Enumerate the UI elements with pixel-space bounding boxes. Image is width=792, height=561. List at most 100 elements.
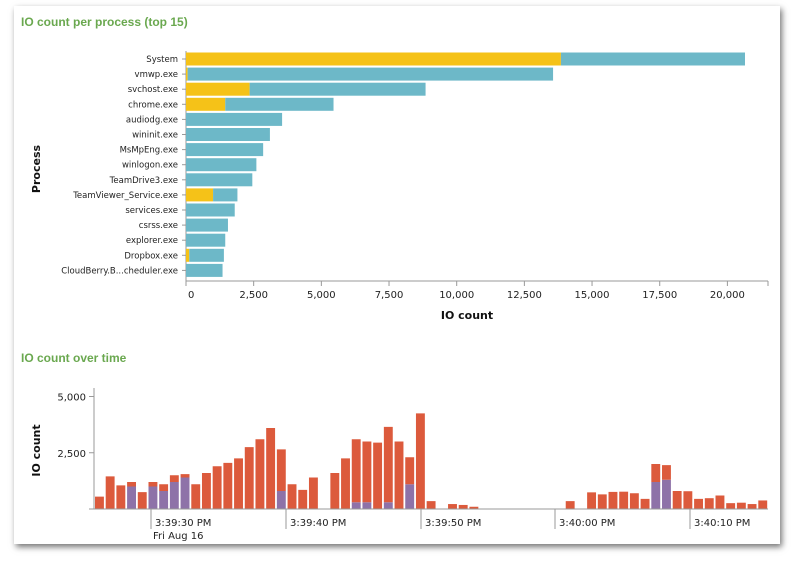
bar-segment [186, 52, 561, 66]
bar-segment [186, 233, 226, 247]
category-label: winlogon.exe [122, 161, 178, 171]
time-bar-segment [426, 501, 436, 509]
category-label: MsMpEng.exe [120, 146, 178, 156]
time-bar-segment [244, 447, 254, 509]
x-tick-label: 7,500 [375, 290, 404, 301]
time-bar-segment [405, 484, 415, 509]
bar-segment [560, 52, 745, 66]
time-bar-segment [672, 491, 682, 509]
time-bar-segment [212, 466, 222, 509]
bar-segment [189, 248, 224, 262]
bar-segment [186, 248, 190, 262]
io-over-time-chart: 2,500 5,000 IO count 3:39:30 PM 3:39:40 PM 3:… [30, 388, 768, 542]
time-bar-segment [351, 439, 361, 503]
y-tick-label: 5,000 [57, 393, 86, 404]
time-bar-segment [662, 479, 671, 509]
time-bar-segment [383, 502, 393, 509]
time-bar-segment [448, 504, 457, 509]
x-tick-label: 15,000 [575, 290, 610, 301]
category-label: CloudBerry.B...cheduler.exe [61, 266, 178, 276]
bar-segment [186, 143, 264, 157]
time-bar-segment [276, 449, 286, 491]
dashboard-frame: IO count per process (top 15) IO count o… [14, 6, 780, 544]
category-label: TeamDrive3.exe [109, 176, 178, 186]
time-bar-segment [351, 502, 361, 509]
time-bar-segment [362, 441, 372, 503]
x-tick-label: 3:39:30 PM [155, 518, 211, 529]
time-bar-segment [148, 482, 158, 487]
time-bar-segment [629, 493, 639, 509]
time-bar-segment [704, 498, 714, 509]
bar-segment [186, 82, 250, 96]
bar-segment [186, 128, 270, 141]
time-bar-segment [362, 502, 372, 509]
x-tick-label: 2,500 [239, 290, 268, 301]
time-bar-segment [726, 503, 736, 509]
bar-segment [186, 203, 235, 217]
time-bar-segment [373, 442, 383, 509]
x-tick-label: 3:39:40 PM [290, 518, 346, 529]
time-bar-segment [191, 484, 201, 509]
time-bar-segment [651, 464, 661, 482]
bar-segment [186, 112, 283, 126]
time-bar-segment [95, 496, 104, 509]
time-bar-segment [405, 457, 415, 485]
time-bar-segment [180, 474, 190, 478]
category-label: services.exe [125, 206, 178, 216]
category-label: System [146, 55, 178, 65]
time-bar-segment [180, 477, 190, 509]
time-bar-segment [159, 491, 169, 509]
bar-segment [186, 263, 223, 277]
time-bar-segment [255, 439, 265, 509]
top-panel-title: IO count per process (top 15) [21, 15, 188, 29]
x-tick-label: 3:40:10 PM [694, 518, 750, 529]
time-bar-segment [137, 492, 147, 509]
time-bar-segment [341, 458, 350, 509]
time-bar-segment [587, 492, 597, 509]
category-label: audiodg.exe [126, 115, 178, 125]
time-bar-segment [298, 489, 308, 509]
x-tick-label: 3:39:50 PM [425, 518, 481, 529]
time-bar-segment [127, 486, 136, 509]
category-label: TeamViewer_Service.exe [72, 191, 178, 201]
time-bar-segment [287, 484, 297, 509]
bar-segment [213, 188, 238, 202]
time-bar-segment [330, 473, 340, 509]
time-bar-segment [608, 491, 618, 509]
time-bar-segment [201, 473, 211, 509]
process-io-bar-chart: System vmwp.exe svchost.exe chrome.exe audio… [30, 51, 769, 322]
y-tick-label: 2,500 [57, 449, 86, 460]
y-axis-title: IO count [30, 424, 43, 476]
time-bar-segment [565, 501, 575, 509]
time-bar-segment [683, 491, 693, 509]
time-bar-segment [159, 484, 169, 491]
time-bar-segment [758, 500, 768, 509]
time-bar-segment [266, 428, 276, 509]
time-bar-segment [415, 413, 425, 509]
time-bar-segment [383, 426, 393, 503]
time-bar-segment [394, 441, 404, 509]
category-label: csrss.exe [139, 221, 178, 231]
time-bar-segment [736, 502, 746, 509]
category-label: chrome.exe [128, 100, 178, 110]
time-bar-segment [148, 486, 158, 509]
time-bar-segment [694, 498, 704, 509]
x-axis-title: IO count [441, 309, 493, 322]
time-bar-segment [458, 504, 468, 509]
time-bar-segment [116, 485, 126, 509]
x-tick-label: 10,000 [439, 290, 474, 301]
time-bar-segment [597, 494, 607, 509]
bar-segment [225, 97, 334, 111]
category-label: vmwp.exe [135, 70, 178, 80]
x-tick-label: 0 [188, 290, 194, 301]
x-tick-label: 17,500 [642, 290, 677, 301]
time-bar-segment [715, 495, 725, 509]
bottom-panel-title: IO count over time [21, 351, 127, 365]
time-bar-segment [651, 482, 661, 509]
time-bar-segment [662, 465, 671, 480]
bar-segment [249, 82, 426, 96]
time-bar-segment [276, 491, 286, 509]
time-bar-segment [105, 476, 115, 509]
y-axis-title: Process [30, 144, 43, 193]
time-bar-segment [234, 458, 243, 509]
